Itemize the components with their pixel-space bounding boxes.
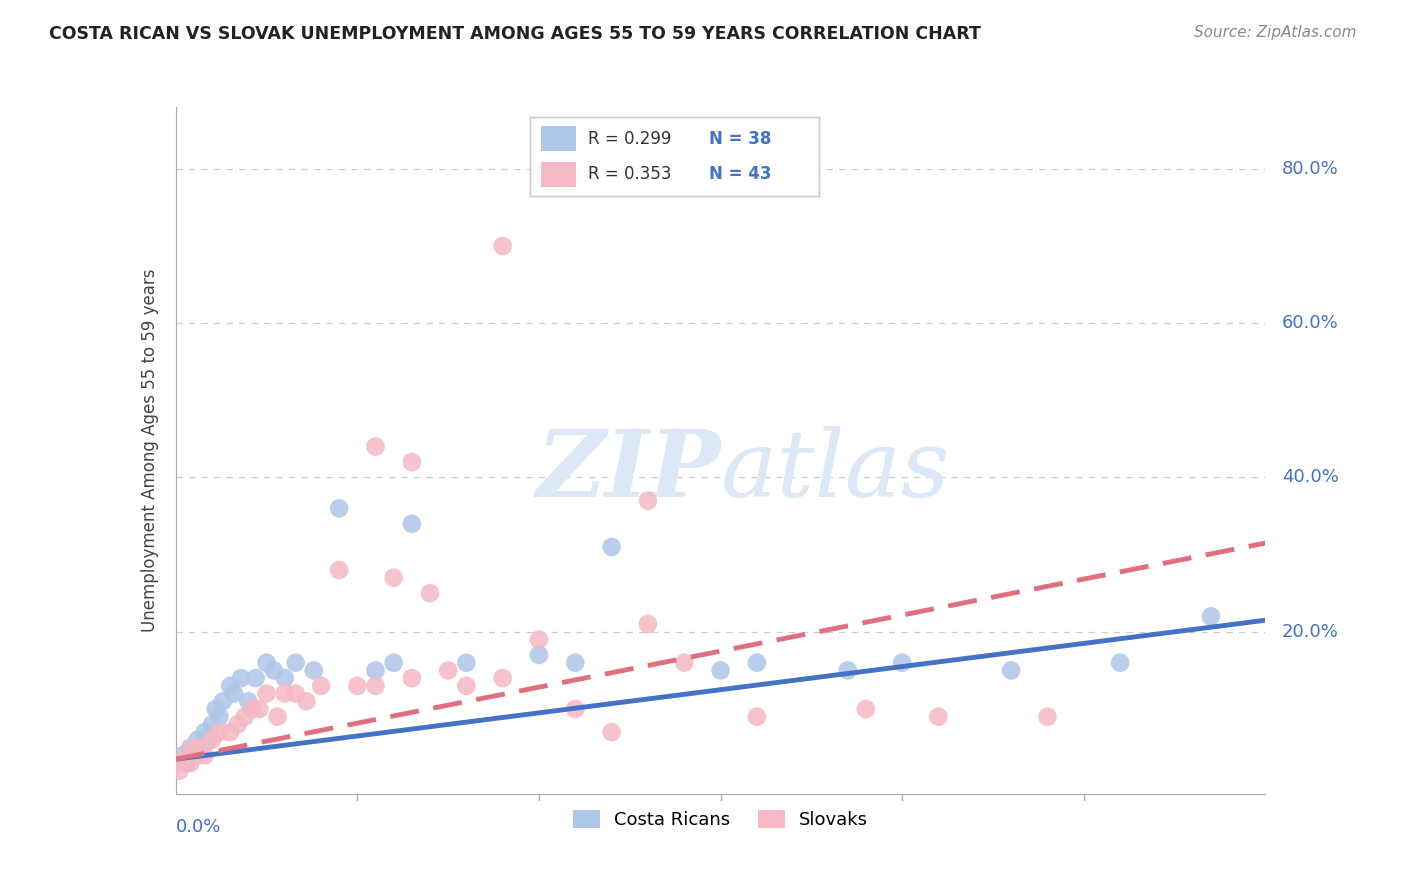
- Point: [364, 664, 387, 678]
- Point: [302, 664, 325, 678]
- Point: [219, 725, 242, 739]
- Point: [855, 702, 877, 716]
- Point: [176, 756, 198, 770]
- Point: [245, 671, 267, 685]
- Point: [492, 671, 515, 685]
- Point: [169, 756, 191, 770]
- Point: [179, 740, 201, 755]
- Point: [309, 679, 332, 693]
- Point: [172, 756, 194, 770]
- Point: [183, 748, 205, 763]
- Point: [564, 702, 586, 716]
- Point: [238, 694, 260, 708]
- Point: [401, 455, 423, 469]
- Point: [1199, 609, 1222, 624]
- Text: ZIP: ZIP: [536, 426, 721, 516]
- Point: [263, 664, 285, 678]
- Point: [382, 656, 405, 670]
- Point: [179, 756, 201, 770]
- Point: [274, 671, 297, 685]
- Point: [266, 709, 288, 723]
- Point: [637, 493, 659, 508]
- Point: [231, 671, 253, 685]
- Text: 20.0%: 20.0%: [1282, 623, 1339, 640]
- Point: [212, 694, 235, 708]
- Point: [564, 656, 586, 670]
- Point: [1000, 664, 1022, 678]
- Point: [169, 764, 191, 778]
- Point: [226, 717, 249, 731]
- Point: [186, 748, 209, 763]
- Point: [256, 687, 278, 701]
- Point: [222, 687, 245, 701]
- Point: [456, 656, 478, 670]
- Point: [204, 702, 226, 716]
- Point: [247, 702, 270, 716]
- Point: [637, 617, 659, 632]
- Point: [186, 732, 209, 747]
- Point: [891, 656, 914, 670]
- Point: [208, 709, 231, 723]
- Point: [600, 540, 623, 554]
- Point: [274, 687, 297, 701]
- Point: [600, 725, 623, 739]
- Point: [190, 740, 212, 755]
- Point: [837, 664, 859, 678]
- Point: [456, 679, 478, 693]
- Point: [401, 516, 423, 531]
- Point: [1109, 656, 1132, 670]
- Point: [745, 656, 768, 670]
- Point: [346, 679, 368, 693]
- Point: [673, 656, 696, 670]
- Point: [745, 709, 768, 723]
- Point: [233, 709, 256, 723]
- Point: [208, 725, 231, 739]
- Point: [328, 563, 350, 577]
- Text: atlas: atlas: [721, 426, 950, 516]
- Point: [328, 501, 350, 516]
- Legend: Costa Ricans, Slovaks: Costa Ricans, Slovaks: [565, 803, 876, 837]
- Point: [201, 732, 224, 747]
- Point: [194, 725, 217, 739]
- Point: [492, 239, 515, 253]
- Text: COSTA RICAN VS SLOVAK UNEMPLOYMENT AMONG AGES 55 TO 59 YEARS CORRELATION CHART: COSTA RICAN VS SLOVAK UNEMPLOYMENT AMONG…: [49, 25, 981, 43]
- Text: 60.0%: 60.0%: [1282, 314, 1339, 332]
- Point: [197, 732, 219, 747]
- Point: [710, 664, 733, 678]
- Point: [382, 571, 405, 585]
- Point: [183, 740, 205, 755]
- Text: Source: ZipAtlas.com: Source: ZipAtlas.com: [1194, 25, 1357, 40]
- Point: [1036, 709, 1059, 723]
- Point: [172, 748, 194, 763]
- Point: [401, 671, 423, 685]
- Y-axis label: Unemployment Among Ages 55 to 59 years: Unemployment Among Ages 55 to 59 years: [141, 268, 159, 632]
- Text: 80.0%: 80.0%: [1282, 160, 1339, 178]
- Text: 0.0%: 0.0%: [176, 818, 221, 836]
- Point: [256, 656, 278, 670]
- Point: [284, 656, 307, 670]
- Text: 40.0%: 40.0%: [1282, 468, 1339, 486]
- Point: [364, 679, 387, 693]
- Point: [364, 440, 387, 454]
- Point: [201, 717, 224, 731]
- Point: [527, 632, 550, 647]
- Point: [176, 748, 198, 763]
- Point: [219, 679, 242, 693]
- Point: [194, 748, 217, 763]
- Point: [190, 740, 212, 755]
- Point: [928, 709, 950, 723]
- Point: [437, 664, 460, 678]
- Point: [527, 648, 550, 662]
- Point: [295, 694, 318, 708]
- Point: [419, 586, 441, 600]
- Point: [284, 687, 307, 701]
- Point: [240, 702, 263, 716]
